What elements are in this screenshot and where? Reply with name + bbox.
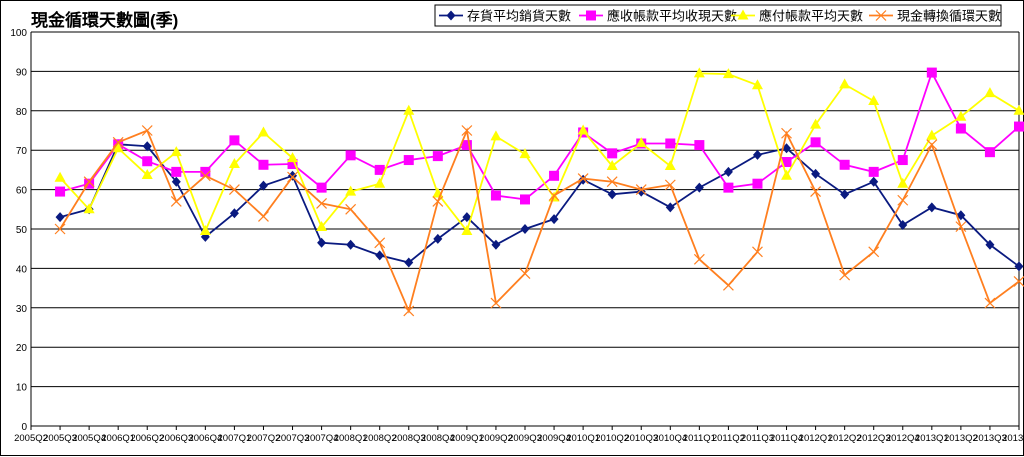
series-3: [55, 126, 1024, 316]
y-tick-label: 60: [16, 186, 28, 197]
y-tick-label: 50: [16, 225, 28, 236]
data-point-marker: [724, 167, 733, 177]
data-point-marker: [586, 11, 596, 21]
x-tick-label: 2013Q4: [1002, 433, 1024, 444]
data-point-marker: [956, 124, 966, 134]
data-point-marker: [171, 167, 181, 177]
series-2: [55, 67, 1024, 235]
data-point-marker: [840, 189, 849, 199]
data-point-marker: [956, 222, 966, 232]
data-point-marker: [258, 126, 269, 136]
data-point-marker: [346, 150, 356, 160]
legend: 存貨平均銷貨天數 應收帳款平均收現天數 應付帳款平均天數 現金轉換循環天數: [435, 5, 1001, 26]
series-0: [56, 139, 1024, 271]
data-point-marker: [723, 280, 733, 290]
legend-label: 應付帳款平均天數: [759, 9, 863, 24]
y-tick-label: 0: [21, 422, 27, 433]
data-point-marker: [317, 238, 326, 248]
data-point-marker: [1014, 105, 1024, 115]
data-point-marker: [229, 135, 239, 145]
data-point-marker: [985, 298, 995, 308]
data-point-marker: [665, 139, 675, 149]
y-tick-label: 30: [16, 304, 28, 315]
data-point-marker: [927, 68, 937, 78]
data-point-marker: [607, 148, 617, 158]
legend-label: 應收帳款平均收現天數: [607, 9, 737, 24]
data-point-marker: [142, 156, 152, 166]
data-point-marker: [317, 183, 327, 193]
data-point-marker: [491, 191, 501, 201]
data-point-marker: [375, 238, 385, 248]
data-point-marker: [608, 189, 617, 199]
data-point-marker: [404, 155, 414, 165]
data-point-marker: [723, 183, 733, 193]
data-point-marker: [811, 137, 821, 147]
data-point-marker: [926, 130, 937, 140]
data-point-marker: [927, 140, 937, 150]
data-point-marker: [171, 196, 181, 206]
data-point-marker: [695, 183, 704, 193]
data-point-marker: [984, 87, 995, 97]
series-1: [55, 68, 1024, 205]
data-point-marker: [985, 147, 995, 157]
data-point-marker: [840, 270, 850, 280]
y-tick-label: 90: [16, 67, 28, 78]
data-point-marker: [520, 148, 531, 158]
y-tick-label: 100: [10, 28, 27, 39]
data-point-marker: [55, 187, 65, 197]
data-point-marker: [521, 224, 530, 234]
data-point-marker: [403, 105, 414, 115]
data-point-marker: [781, 170, 792, 180]
series-line: [60, 131, 1019, 311]
data-point-marker: [666, 202, 675, 212]
legend-label: 存貨平均銷貨天數: [467, 9, 571, 24]
series-layer: [55, 67, 1024, 316]
data-point-marker: [374, 178, 385, 188]
data-point-marker: [1014, 122, 1024, 132]
data-point-marker: [520, 194, 530, 204]
data-point-marker: [258, 160, 268, 170]
data-point-marker: [869, 247, 879, 257]
data-point-marker: [898, 155, 908, 165]
y-tick-label: 40: [16, 264, 28, 275]
data-point-marker: [753, 150, 762, 160]
data-point-marker: [694, 254, 704, 264]
data-point-marker: [520, 269, 530, 279]
data-point-marker: [665, 160, 676, 170]
data-point-marker: [840, 160, 850, 170]
chart-title: 現金循環天數圖(季): [31, 10, 178, 30]
y-tick-label: 10: [16, 383, 28, 394]
y-tick-label: 80: [16, 107, 28, 118]
y-tick-label: 70: [16, 146, 28, 157]
data-point-marker: [752, 179, 762, 189]
legend-label: 現金轉換循環天數: [897, 9, 1001, 24]
data-point-marker: [346, 240, 355, 250]
data-point-marker: [56, 212, 65, 222]
data-point-marker: [927, 202, 936, 212]
data-point-marker: [898, 195, 908, 205]
data-point-marker: [490, 130, 501, 140]
data-point-marker: [171, 146, 182, 156]
data-point-marker: [955, 111, 966, 121]
axes: 01020304050607080901002005Q22005Q32005Q4…: [10, 28, 1024, 444]
data-point-marker: [142, 126, 152, 136]
data-point-marker: [839, 78, 850, 88]
data-point-marker: [55, 172, 66, 182]
data-point-marker: [897, 178, 908, 188]
series-line: [60, 73, 1019, 231]
data-point-marker: [1015, 261, 1024, 271]
y-tick-label: 20: [16, 343, 28, 354]
data-point-marker: [869, 167, 879, 177]
data-point-marker: [549, 171, 559, 181]
data-point-marker: [433, 151, 443, 161]
data-point-marker: [811, 187, 821, 197]
data-point-marker: [258, 211, 268, 221]
data-point-marker: [694, 67, 705, 77]
data-point-marker: [868, 95, 879, 105]
data-point-marker: [694, 140, 704, 150]
